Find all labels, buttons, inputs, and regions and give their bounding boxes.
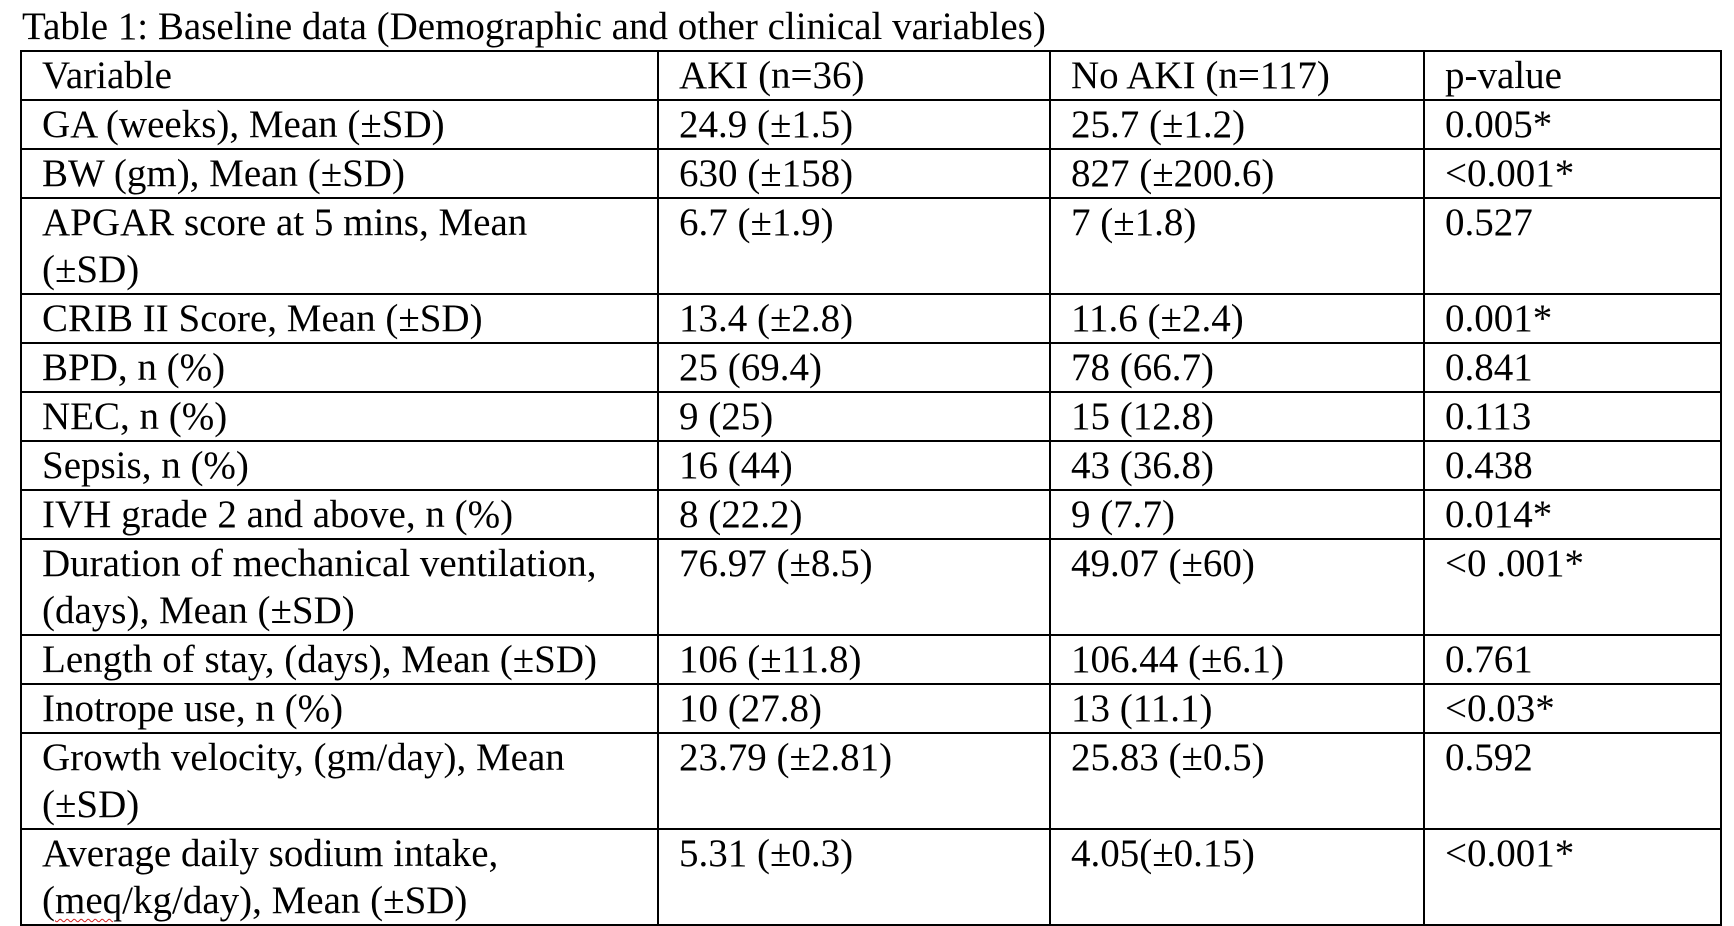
cell-aki: 6.7 (±1.9) bbox=[657, 197, 1051, 295]
table-row: Average daily sodium intake, (meq/kg/day)… bbox=[20, 828, 1722, 926]
table-row: Growth velocity, (gm/day), Mean (±SD) 23.7… bbox=[20, 732, 1722, 830]
cell-variable: CRIB II Score, Mean (±SD) bbox=[20, 293, 659, 344]
cell-p-value: 0.014* bbox=[1423, 489, 1722, 540]
cell-variable: Inotrope use, n (%) bbox=[20, 683, 659, 734]
cell-aki: 13.4 (±2.8) bbox=[657, 293, 1051, 344]
table-row: Length of stay, (days), Mean (±SD) 106 (±… bbox=[20, 634, 1722, 685]
table-caption: Table 1: Baseline data (Demographic and … bbox=[22, 5, 1046, 48]
cell-no-aki: 827 (±200.6) bbox=[1049, 148, 1425, 199]
table-body: Variable AKI (n=36) No AKI (n=117) p-val… bbox=[20, 50, 1722, 926]
variable-line: BW (gm), Mean (±SD) bbox=[42, 152, 405, 195]
table-header-row: Variable AKI (n=36) No AKI (n=117) p-val… bbox=[20, 50, 1722, 101]
cell-aki: 76.97 (±8.5) bbox=[657, 538, 1051, 636]
cell-variable: Growth velocity, (gm/day), Mean (±SD) bbox=[20, 732, 659, 830]
variable-line: Duration of mechanical ventilation, bbox=[42, 542, 597, 585]
cell-variable: NEC, n (%) bbox=[20, 391, 659, 442]
table-row: Inotrope use, n (%) 10 (27.8) 13 (11.1) <0.… bbox=[20, 683, 1722, 734]
cell-variable: BPD, n (%) bbox=[20, 342, 659, 393]
cell-aki: 630 (±158) bbox=[657, 148, 1051, 199]
cell-variable: APGAR score at 5 mins, Mean (±SD) bbox=[20, 197, 659, 295]
cell-p-value: 0.001* bbox=[1423, 293, 1722, 344]
cell-no-aki: 9 (7.7) bbox=[1049, 489, 1425, 540]
variable-line: Growth velocity, (gm/day), Mean bbox=[42, 736, 565, 779]
cell-p-value: <0 .001* bbox=[1423, 538, 1722, 636]
table-row: APGAR score at 5 mins, Mean (±SD) 6.7 (±1.… bbox=[20, 197, 1722, 295]
cell-aki: 25 (69.4) bbox=[657, 342, 1051, 393]
cell-aki: 23.79 (±2.81) bbox=[657, 732, 1051, 830]
table-row: IVH grade 2 and above, n (%) 8 (22.2) 9 (7… bbox=[20, 489, 1722, 540]
variable-line: APGAR score at 5 mins, Mean bbox=[42, 201, 528, 244]
cell-p-value: 0.438 bbox=[1423, 440, 1722, 491]
cell-p-value: 0.113 bbox=[1423, 391, 1722, 442]
baseline-data-table: Variable AKI (n=36) No AKI (n=117) p-val… bbox=[20, 50, 1722, 926]
cell-no-aki: 13 (11.1) bbox=[1049, 683, 1425, 734]
cell-no-aki: 15 (12.8) bbox=[1049, 391, 1425, 442]
variable-line: (±SD) bbox=[42, 248, 140, 291]
cell-no-aki: 49.07 (±60) bbox=[1049, 538, 1425, 636]
cell-p-value: <0.001* bbox=[1423, 828, 1722, 926]
cell-no-aki: 106.44 (±6.1) bbox=[1049, 634, 1425, 685]
cell-no-aki: 4.05(±0.15) bbox=[1049, 828, 1425, 926]
variable-line: Average daily sodium intake, bbox=[42, 832, 499, 875]
cell-p-value: <0.03* bbox=[1423, 683, 1722, 734]
cell-no-aki: 7 (±1.8) bbox=[1049, 197, 1425, 295]
cell-aki: 5.31 (±0.3) bbox=[657, 828, 1051, 926]
cell-no-aki: 25.83 (±0.5) bbox=[1049, 732, 1425, 830]
table-row: NEC, n (%) 9 (25) 15 (12.8) 0.113 bbox=[20, 391, 1722, 442]
cell-p-value: 0.527 bbox=[1423, 197, 1722, 295]
cell-p-value: 0.592 bbox=[1423, 732, 1722, 830]
cell-no-aki: 78 (66.7) bbox=[1049, 342, 1425, 393]
table-row: BW (gm), Mean (±SD) 630 (±158) 827 (±200.6… bbox=[20, 148, 1722, 199]
cell-no-aki: 43 (36.8) bbox=[1049, 440, 1425, 491]
cell-aki: 8 (22.2) bbox=[657, 489, 1051, 540]
cell-aki: 10 (27.8) bbox=[657, 683, 1051, 734]
variable-line: GA (weeks), Mean (±SD) bbox=[42, 103, 445, 146]
variable-line: IVH grade 2 and above, n (%) bbox=[42, 493, 514, 536]
cell-variable: Average daily sodium intake, (meq/kg/day)… bbox=[20, 828, 659, 926]
cell-p-value: 0.005* bbox=[1423, 99, 1722, 150]
cell-aki: 106 (±11.8) bbox=[657, 634, 1051, 685]
variable-line: BPD, n (%) bbox=[42, 346, 226, 389]
variable-line: (meq/kg/day), Mean (±SD) bbox=[42, 877, 656, 923]
header-cell-p-value: p-value bbox=[1423, 50, 1722, 101]
cell-aki: 16 (44) bbox=[657, 440, 1051, 491]
cell-no-aki: 11.6 (±2.4) bbox=[1049, 293, 1425, 344]
header-cell-no-aki: No AKI (n=117) bbox=[1049, 50, 1425, 101]
cell-variable: IVH grade 2 and above, n (%) bbox=[20, 489, 659, 540]
cell-variable: Length of stay, (days), Mean (±SD) bbox=[20, 634, 659, 685]
variable-line: Inotrope use, n (%) bbox=[42, 687, 344, 730]
table-row: GA (weeks), Mean (±SD) 24.9 (±1.5) 25.7 (±… bbox=[20, 99, 1722, 150]
table-row: Sepsis, n (%) 16 (44) 43 (36.8) 0.438 bbox=[20, 440, 1722, 491]
table-row: Duration of mechanical ventilation, (days… bbox=[20, 538, 1722, 636]
cell-variable: Duration of mechanical ventilation, (days… bbox=[20, 538, 659, 636]
cell-p-value: <0.001* bbox=[1423, 148, 1722, 199]
variable-line: (days), Mean (±SD) bbox=[42, 589, 355, 632]
variable-line: Length of stay, (days), Mean (±SD) bbox=[42, 638, 597, 681]
cell-variable: GA (weeks), Mean (±SD) bbox=[20, 99, 659, 150]
cell-variable: BW (gm), Mean (±SD) bbox=[20, 148, 659, 199]
variable-line: NEC, n (%) bbox=[42, 395, 228, 438]
table-row: BPD, n (%) 25 (69.4) 78 (66.7) 0.841 bbox=[20, 342, 1722, 393]
cell-no-aki: 25.7 (±1.2) bbox=[1049, 99, 1425, 150]
cell-p-value: 0.841 bbox=[1423, 342, 1722, 393]
header-cell-variable: Variable bbox=[20, 50, 659, 101]
variable-line: (±SD) bbox=[42, 783, 140, 826]
cell-aki: 24.9 (±1.5) bbox=[657, 99, 1051, 150]
cell-p-value: 0.761 bbox=[1423, 634, 1722, 685]
cell-aki: 9 (25) bbox=[657, 391, 1051, 442]
variable-text: /kg/day), Mean (±SD) bbox=[122, 879, 468, 922]
variable-line: Sepsis, n (%) bbox=[42, 444, 249, 487]
header-cell-aki: AKI (n=36) bbox=[657, 50, 1051, 101]
table-row: CRIB II Score, Mean (±SD) 13.4 (±2.8) 11.6… bbox=[20, 293, 1722, 344]
cell-variable: Sepsis, n (%) bbox=[20, 440, 659, 491]
spellcheck-flagged-word: meq bbox=[55, 879, 123, 922]
variable-line: CRIB II Score, Mean (±SD) bbox=[42, 297, 483, 340]
variable-text: ( bbox=[42, 879, 55, 922]
